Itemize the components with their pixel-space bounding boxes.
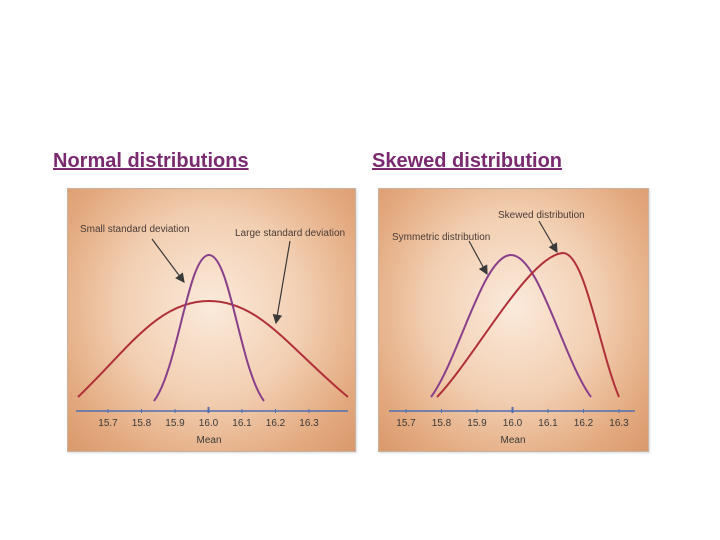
small-sd-arrow <box>151 238 185 283</box>
symmetric-curve <box>430 253 592 398</box>
x-tick-label: 15.7 <box>98 418 118 429</box>
x-tick-label: 16.0 <box>503 418 523 429</box>
x-tick-label: 15.9 <box>467 418 487 429</box>
x-tick-label: 16.2 <box>574 418 594 429</box>
large-sd-curve <box>77 299 349 398</box>
x-tick-label: 15.8 <box>432 418 452 429</box>
skewed-distribution-figure: Symmetric distribution Skewed distributi… <box>389 210 635 446</box>
x-tick-label: 16.2 <box>266 418 286 429</box>
mean-axis-title: Mean <box>500 435 525 446</box>
symmetric-label: Symmetric distribution <box>392 232 490 243</box>
mean-axis-title: Mean <box>196 435 221 446</box>
small-sd-label: Small standard deviation <box>80 224 190 235</box>
skewed-curve <box>436 251 620 398</box>
x-tick-label: 16.0 <box>199 418 219 429</box>
x-tick-label: 15.9 <box>165 418 185 429</box>
x-tick-label: 16.3 <box>609 418 629 429</box>
x-tick-label: 16.3 <box>299 418 319 429</box>
small-sd-curve <box>153 253 265 402</box>
x-axis-ticks: 15.7 15.8 15.9 16.0 16.1 16.2 16.3 <box>98 407 319 429</box>
large-sd-label: Large standard deviation <box>235 228 345 239</box>
skewed-label: Skewed distribution <box>498 210 585 221</box>
heading-skewed-distribution: Skewed distribution <box>372 150 563 172</box>
x-tick-label: 15.7 <box>396 418 416 429</box>
x-tick-label: 16.1 <box>538 418 558 429</box>
x-tick-label: 16.1 <box>232 418 252 429</box>
x-tick-label: 15.8 <box>132 418 152 429</box>
symmetric-arrow <box>468 240 488 276</box>
skewed-distribution-panel: Symmetric distribution Skewed distributi… <box>378 188 649 452</box>
x-axis-ticks: 15.7 15.8 15.9 16.0 16.1 16.2 16.3 <box>396 407 629 429</box>
normal-distributions-panel: Small standard deviation Large standard … <box>67 188 356 452</box>
large-sd-arrow <box>272 240 291 325</box>
normal-distributions-figure: Small standard deviation Large standard … <box>76 224 349 446</box>
skewed-arrow <box>538 220 558 254</box>
heading-normal-distributions: Normal distributions <box>53 150 249 172</box>
